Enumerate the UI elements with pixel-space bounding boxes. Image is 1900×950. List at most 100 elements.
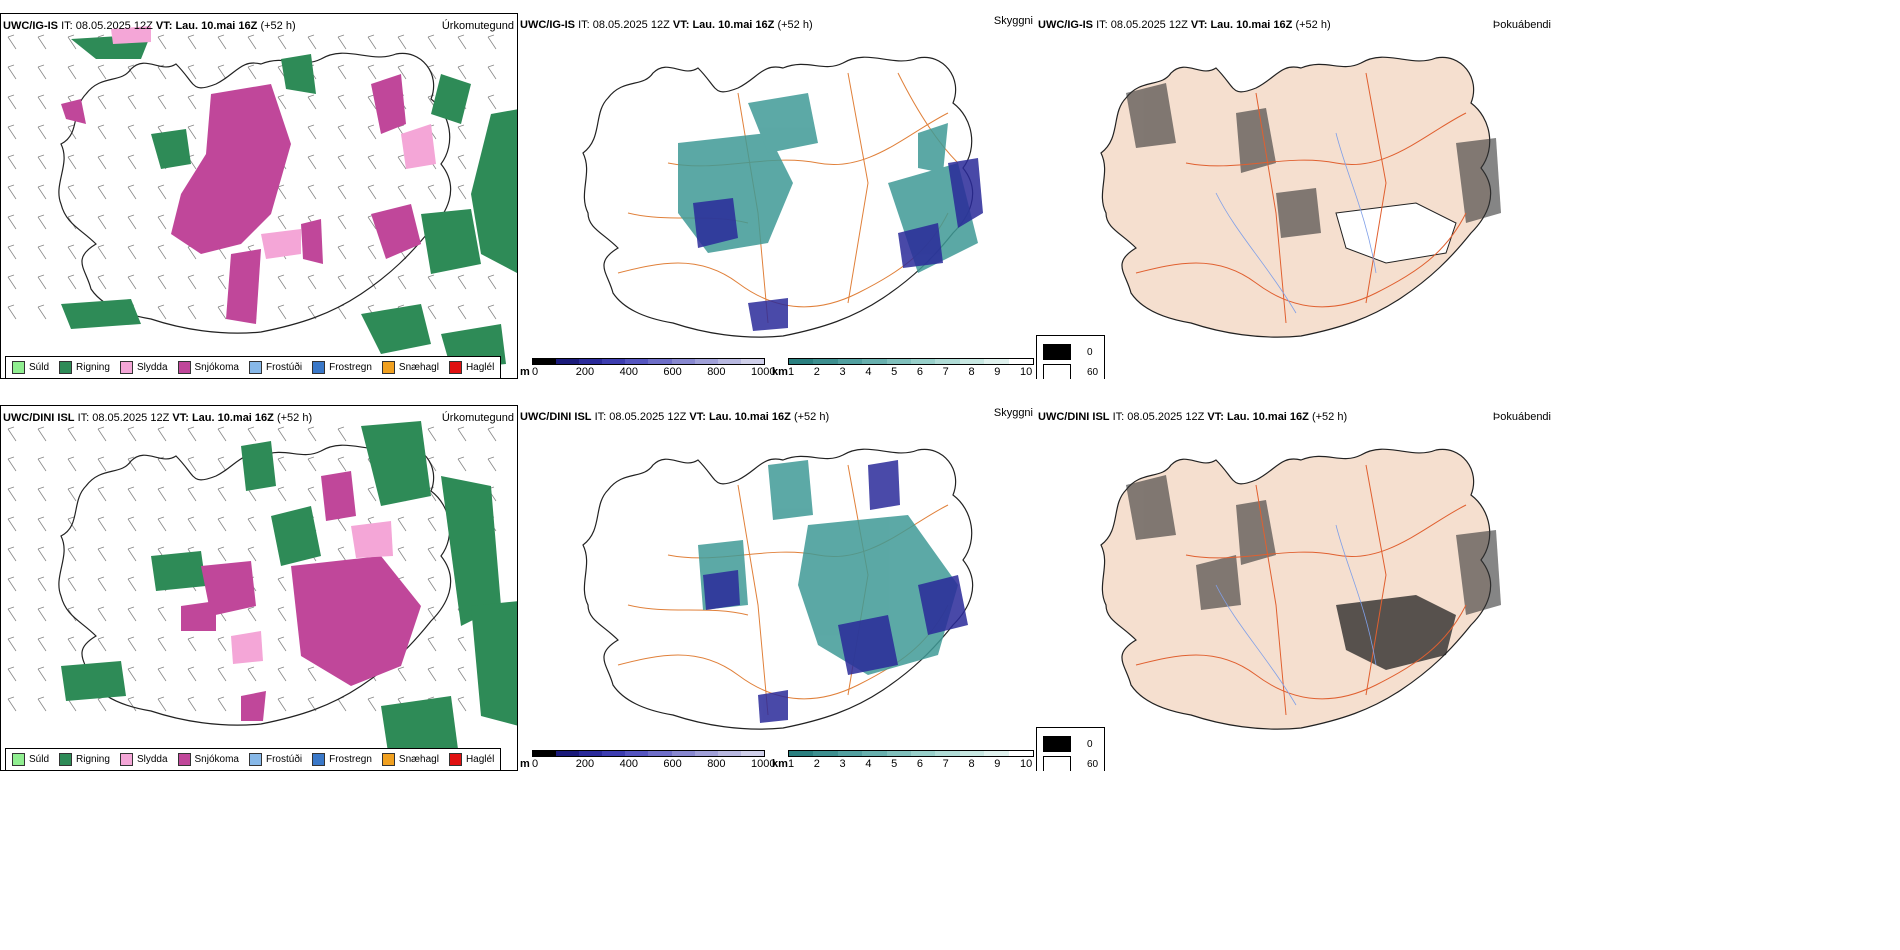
fog-legend-row: 60 [1043,754,1098,771]
colorbar-tick: 5 [891,758,898,770]
colorbar-unit: km [772,366,788,378]
wind-barb [7,244,17,260]
rivers [1215,132,1377,314]
wind-barb [7,606,17,622]
legend-item: Rigning [59,361,110,374]
legend-swatch [312,361,326,374]
colorbar-step [602,359,626,364]
wind-barb [337,184,347,200]
legend-swatch [312,753,326,766]
wind-barb [367,124,377,140]
colorbar-step [935,751,960,756]
colorbar-step [556,751,580,756]
wind-barb [37,184,47,200]
colorbar-tick: 1000 [751,758,776,770]
wind-barb [67,426,77,442]
wind-barb [187,34,197,50]
wind-barb [187,274,197,290]
fog-legend-label: 60 [1087,758,1099,770]
wind-barb [397,516,407,532]
wind-barb [67,184,77,200]
wind-barb [427,606,437,622]
wind-barb [217,304,227,320]
wind-barb [127,576,137,592]
wind-barb [397,274,407,290]
cloud-map-row2 [582,448,974,730]
wind-barb [157,486,167,502]
wind-barb [157,304,167,320]
legend-label: Haglél [465,754,495,765]
legend-label: Snæhagl [398,754,439,765]
wind-barb [187,516,197,532]
wind-barb [37,94,47,110]
wind-barb [67,636,77,652]
wind-barb [277,184,287,200]
legend-item: Frostregn [312,361,372,374]
legend-swatch [12,361,25,374]
legend-swatch [59,361,73,374]
cloud-panel-row2: UWC/DINI ISL IT: 08.05.2025 12Z VT: Lau.… [518,405,1036,771]
wind-barb [217,666,227,682]
wind-barb [337,426,347,442]
fog-map-row2 [1100,448,1501,730]
wind-barb [277,636,287,652]
legend-label: Frostregn [329,362,372,373]
wind-barb [7,94,17,110]
wind-barb [307,184,317,200]
wind-barb [187,304,197,320]
colorbar-tick: 6 [916,758,923,770]
legend-item: Snæhagl [381,753,439,766]
cloud-map-row1 [582,56,983,338]
fog-legend-row: 0 [1043,342,1098,362]
colorbar-tick: 6 [916,366,923,378]
wind-barb [367,34,377,50]
wind-barb [97,546,107,562]
wind-barb [157,244,167,260]
legend-label: Haglél [465,362,495,373]
legend-swatch [119,361,133,374]
rain-areas [61,34,517,369]
wind-barb [127,94,137,110]
fog-panel-row1: UWC/IG-IS IT: 08.05.2025 12Z VT: Lau. 10… [1036,13,1554,379]
fog-legend-swatch [1043,364,1071,379]
panel-title: Þokuábendi [1492,411,1551,423]
wind-barb [97,124,107,140]
wind-barb [127,486,137,502]
wind-barb [97,456,107,472]
wind-barb [397,666,407,682]
colorbar-strip [532,358,765,365]
wind-barb [97,274,107,290]
wind-barb [457,304,467,320]
colorbar-tick: 0 [532,758,539,770]
wind-barb [37,696,47,712]
legend-item: Slydda [119,361,168,374]
colorbar-tick: 2 [813,366,820,378]
colorbar-step [959,359,985,364]
wind-barb [67,606,77,622]
snow-areas [61,74,421,324]
legend-item: Snjókoma [177,753,239,766]
fog-legend-swatch [1043,344,1071,360]
wind-barb [337,34,347,50]
wind-barb [37,546,47,562]
wind-barb [37,274,47,290]
wind-barb [127,244,137,260]
colorbar-unit: km [772,758,788,770]
wind-barb [37,64,47,80]
precip-map-row1 [7,26,517,369]
wind-barb [157,666,167,682]
map-header: UWC/IG-IS IT: 08.05.2025 12Z VT: Lau. 10… [3,20,296,32]
wind-barb [7,696,17,712]
wind-barb [307,94,317,110]
wind-barb [457,696,467,712]
legend-swatch [248,361,262,374]
wind-barb [427,34,437,50]
wind-barb [457,34,467,50]
colorbar-step [1008,751,1034,756]
wind-barb [157,34,167,50]
wind-barb [397,154,407,170]
legend-label: Rigning [76,754,110,765]
colorbar-tick: 600 [663,366,682,378]
colorbar-tick: 1 [788,758,795,770]
colorbar-tick: 400 [619,366,638,378]
